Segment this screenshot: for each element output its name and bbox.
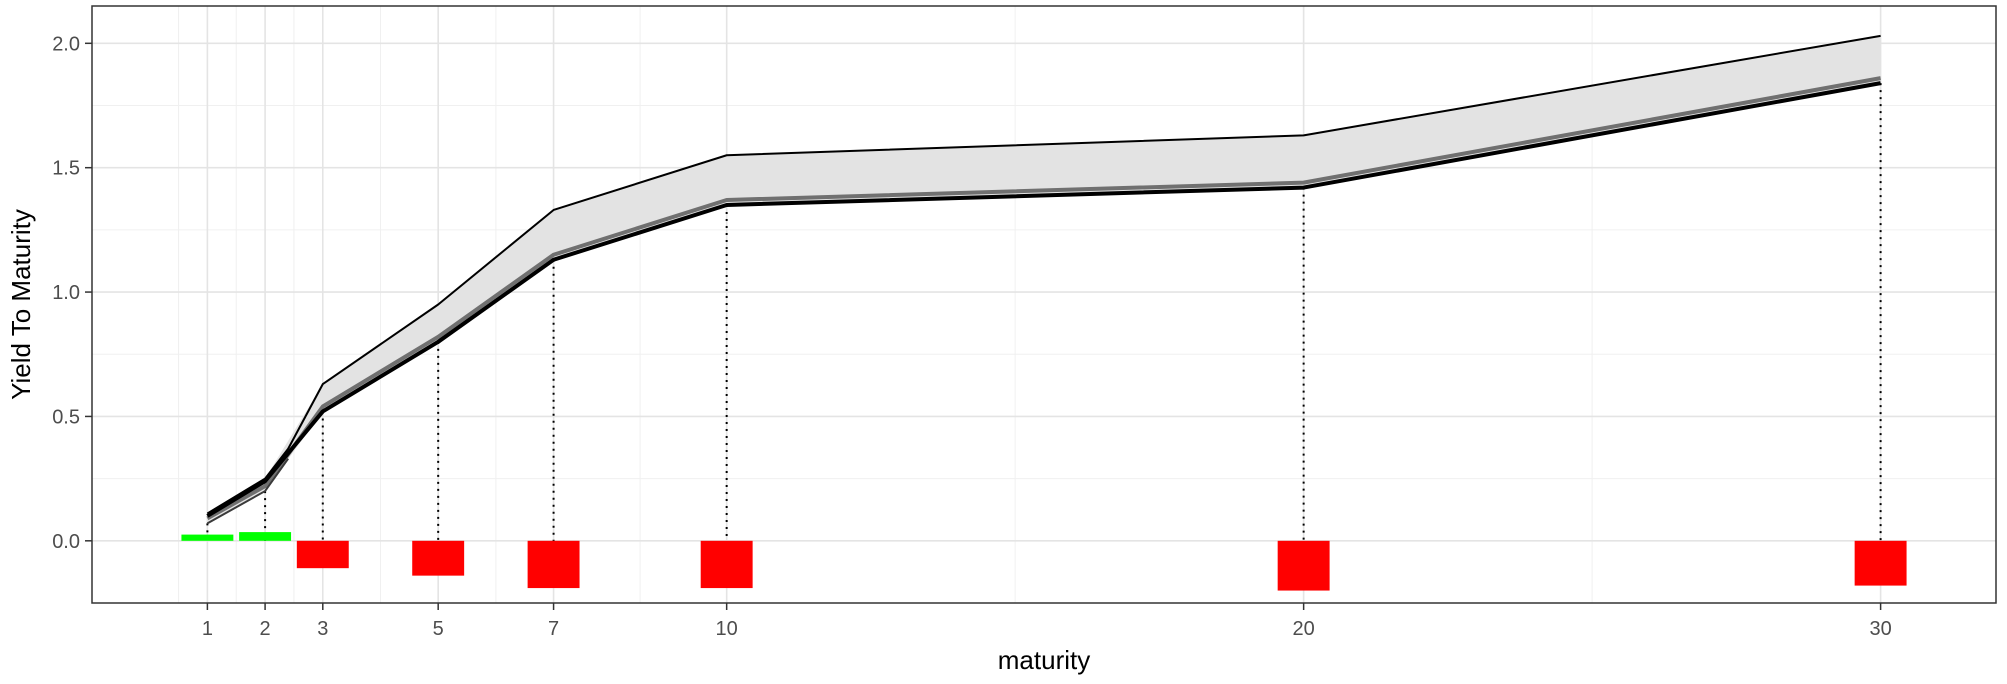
band-layer [207, 35, 1881, 524]
bar [181, 534, 234, 541]
y-axis-title: Yield To Maturity [6, 209, 36, 400]
series-line [206, 76, 1881, 521]
bar [700, 540, 753, 589]
y-tick-label: 1.0 [52, 282, 80, 304]
y-tick-label: 1.5 [52, 158, 80, 180]
bar [296, 540, 349, 569]
panel-border [91, 5, 1997, 604]
x-tick-label: 2 [260, 618, 271, 640]
y-tick-label: 0.0 [52, 531, 80, 553]
x-tick-label: 3 [317, 618, 328, 640]
series-line [206, 81, 1881, 518]
axis-layer: 1 2 3 5 7 10 20 30 0.0 0.5 1.0 1.5 2.0 [52, 33, 1892, 640]
bar [239, 532, 292, 541]
x-tick-label: 30 [1869, 618, 1891, 640]
y-tick-label: 2.0 [52, 33, 80, 55]
bars-layer [181, 532, 1907, 591]
series-line [206, 34, 1881, 515]
x-tick-label: 1 [202, 618, 213, 640]
confidence-band [207, 35, 1881, 524]
x-tick-label: 7 [548, 618, 559, 640]
bar [412, 540, 465, 576]
x-axis-title: maturity [998, 645, 1090, 675]
lines-layer [206, 34, 1881, 525]
series-line [206, 458, 289, 525]
x-tick-label: 20 [1293, 618, 1315, 640]
x-tick-label: 10 [716, 618, 738, 640]
y-tick-label: 0.5 [52, 406, 80, 428]
bar [1854, 540, 1907, 586]
x-tick-label: 5 [433, 618, 444, 640]
bar [527, 540, 580, 589]
bar [1277, 540, 1330, 591]
